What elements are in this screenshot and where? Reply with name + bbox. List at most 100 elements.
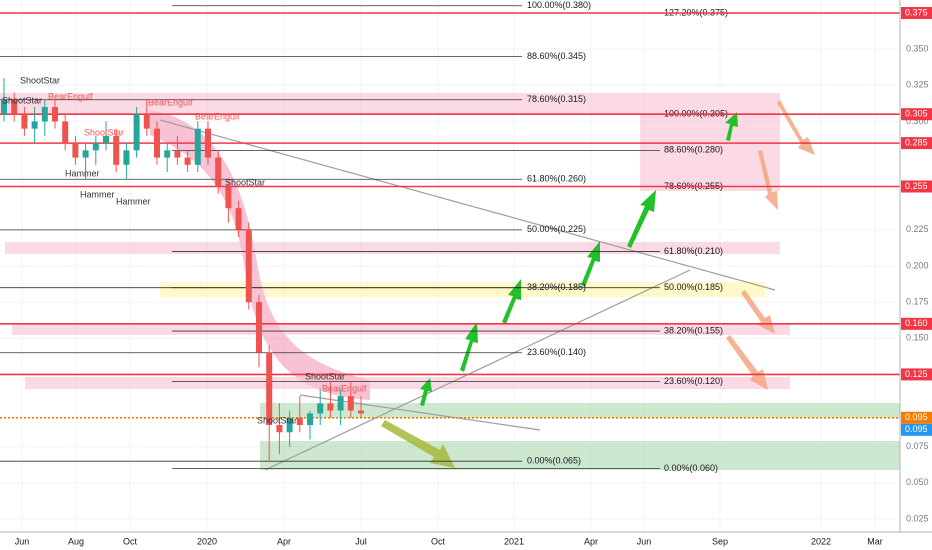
zone	[160, 282, 765, 297]
y-tick-label: 0.175	[906, 297, 929, 307]
candle-body	[276, 425, 283, 433]
candle-body	[154, 128, 160, 158]
arrows	[420, 112, 738, 406]
x-tick-label: Apr	[584, 536, 598, 546]
candle-body	[123, 150, 130, 165]
pattern-label: ShootStar	[257, 415, 297, 425]
candle-body	[215, 157, 222, 187]
candle-body	[327, 403, 334, 411]
x-tick-label: Aug	[68, 536, 84, 546]
price-badge	[901, 317, 932, 330]
price-badge-label: 0.125	[905, 369, 928, 379]
last-price-label: 0.095	[905, 424, 928, 434]
price-badge-label: 0.285	[905, 137, 928, 147]
candle-body	[1, 99, 7, 115]
levels	[0, 12, 900, 419]
fib-label: 88.60%(0.280)	[664, 145, 723, 155]
zone	[260, 441, 905, 470]
candle-body	[235, 208, 242, 230]
x-tick-label: Mar	[867, 536, 883, 546]
fib-label: 50.00%(0.225)	[527, 224, 586, 234]
candle-body	[245, 229, 252, 303]
candle-body	[307, 413, 313, 426]
price-axis	[900, 0, 932, 532]
candle-body	[347, 396, 354, 411]
zone	[0, 93, 780, 115]
fib-label: 78.60%(0.315)	[527, 94, 586, 104]
fib-label: 38.20%(0.185)	[527, 282, 586, 292]
candle-body	[103, 135, 109, 144]
fib-label: 100.00%(0.380)	[527, 0, 591, 10]
arrow-up	[581, 241, 600, 287]
zone	[260, 403, 905, 418]
candle-body	[174, 150, 181, 158]
candle-body	[164, 150, 171, 158]
candle-body	[266, 352, 273, 426]
arrow-up	[725, 112, 738, 141]
pattern-label: BearEngulf	[148, 97, 193, 107]
candle-body	[21, 114, 28, 129]
price-badge	[901, 180, 932, 193]
fib-label: 88.60%(0.345)	[527, 51, 586, 61]
y-tick-label: 0.325	[906, 80, 929, 90]
pattern-label: BearEngulf	[48, 91, 93, 101]
price-badge-label: 0.255	[905, 181, 928, 191]
y-tick-label: 0.300	[906, 116, 929, 126]
fib-label: 0.00%(0.065)	[527, 456, 581, 466]
price-badge-label: 0.160	[905, 318, 928, 328]
fib-label: 61.80%(0.260)	[527, 174, 586, 184]
candle-body	[11, 99, 18, 115]
zone	[25, 377, 790, 389]
x-tick-label: Jul	[355, 536, 367, 546]
y-tick-label: 0.075	[906, 441, 929, 451]
trend-band	[150, 110, 370, 400]
pattern-label: BearEngulf	[322, 383, 367, 393]
candle-body	[41, 106, 48, 122]
annotations: ShootStar ShootStar BearEngulf BearEngulf Be…	[2, 75, 367, 425]
x-tick-label: Sep	[712, 536, 728, 546]
zone	[12, 324, 790, 335]
x-tick-label: 2022	[811, 536, 831, 546]
candle-body	[286, 417, 293, 433]
arrow-up	[627, 190, 656, 248]
arrow-down	[381, 420, 455, 468]
candle-body	[317, 403, 324, 414]
candle-body	[225, 186, 232, 209]
candle-body	[72, 143, 79, 158]
pattern-label: ShootStar	[20, 75, 60, 85]
pattern-label: Hammer	[80, 189, 115, 199]
candle-body	[31, 121, 38, 129]
pattern-label: ShootStar	[2, 95, 42, 105]
arrow-up	[460, 322, 478, 372]
price-badge	[901, 7, 932, 20]
price-badge	[901, 368, 932, 381]
zones	[0, 93, 905, 470]
y-tick-label: 0.150	[906, 333, 929, 343]
trendline	[264, 269, 691, 471]
x-tick-label: 2020	[197, 536, 217, 546]
candle-body	[337, 396, 344, 411]
y-tick-label: 0.200	[906, 260, 929, 270]
fib-label: 23.60%(0.120)	[664, 376, 723, 386]
price-badge-label: 0.095	[905, 412, 928, 422]
x-tick-label: Jun	[637, 536, 652, 546]
x-tick-label: 2021	[504, 536, 524, 546]
y-tick-label: 0.025	[906, 513, 929, 523]
arrow-down	[758, 150, 778, 210]
fib-label: 23.60%(0.140)	[527, 347, 586, 357]
candle-body	[52, 106, 58, 122]
candle-body	[205, 128, 211, 158]
arrow-down	[726, 335, 768, 390]
candle-body	[133, 114, 140, 151]
price-badge-label: 0.305	[905, 109, 928, 119]
candle-body	[256, 302, 262, 353]
pattern-label: ShootStar	[84, 127, 124, 137]
pattern-label: Hammer	[65, 168, 100, 178]
price-badge	[901, 108, 932, 121]
trendline	[159, 119, 776, 291]
candle-body	[194, 128, 201, 165]
fib-label: 50.00%(0.185)	[664, 282, 723, 292]
fib-label: 38.20%(0.155)	[664, 325, 723, 335]
candles	[1, 78, 364, 462]
